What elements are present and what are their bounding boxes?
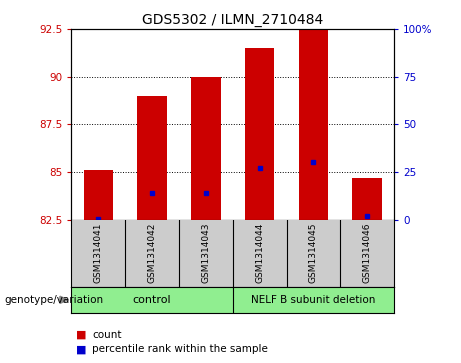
Text: GSM1314046: GSM1314046 bbox=[363, 223, 372, 284]
Text: percentile rank within the sample: percentile rank within the sample bbox=[92, 344, 268, 354]
Text: ■: ■ bbox=[76, 344, 87, 354]
Text: ■: ■ bbox=[76, 330, 87, 340]
Text: GSM1314041: GSM1314041 bbox=[94, 223, 103, 284]
Text: count: count bbox=[92, 330, 122, 340]
Text: NELF B subunit deletion: NELF B subunit deletion bbox=[251, 295, 376, 305]
Text: genotype/variation: genotype/variation bbox=[5, 295, 104, 305]
Text: GSM1314042: GSM1314042 bbox=[148, 223, 157, 284]
Text: control: control bbox=[133, 295, 171, 305]
Bar bbox=[137, 96, 167, 220]
Bar bbox=[83, 170, 113, 220]
Text: GSM1314043: GSM1314043 bbox=[201, 223, 210, 284]
Bar bbox=[191, 77, 221, 220]
Bar bbox=[245, 48, 274, 220]
Bar bbox=[353, 178, 382, 220]
Bar bbox=[299, 29, 328, 220]
Text: GSM1314045: GSM1314045 bbox=[309, 223, 318, 284]
Title: GDS5302 / ILMN_2710484: GDS5302 / ILMN_2710484 bbox=[142, 13, 324, 26]
Text: GSM1314044: GSM1314044 bbox=[255, 223, 264, 284]
